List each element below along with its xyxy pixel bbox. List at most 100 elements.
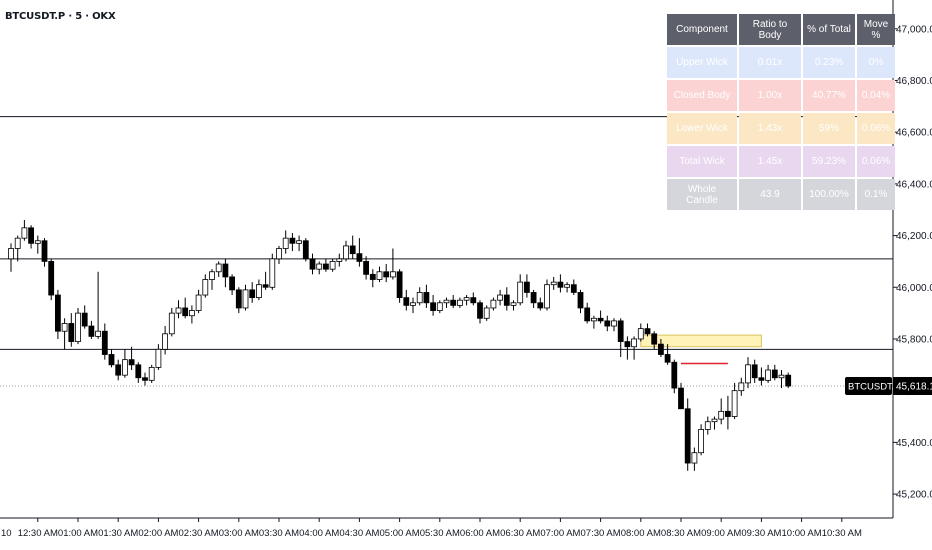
table-cell: 0.1% — [857, 179, 895, 210]
candle-body — [41, 240, 48, 262]
candle-body — [450, 299, 457, 306]
candle-body — [235, 289, 242, 309]
y-tick-label: 46,800.0 — [896, 76, 932, 87]
candle-body — [302, 240, 309, 260]
candle-body — [162, 333, 169, 350]
table-cell: Upper Wick — [667, 47, 737, 78]
candle-body — [309, 258, 316, 270]
candle-body — [61, 323, 68, 332]
candle-body — [470, 297, 477, 304]
candle-body — [168, 312, 175, 335]
candle-body — [758, 377, 765, 381]
candle-body — [664, 354, 671, 363]
candle-body — [557, 281, 564, 288]
candle-body — [591, 317, 597, 322]
x-tick-label: 02:30 AM — [179, 528, 219, 539]
table-cell: 59% — [803, 113, 855, 144]
candle-body — [369, 273, 376, 280]
candle-body — [617, 320, 624, 342]
candle-body — [658, 343, 664, 355]
candle-body — [423, 292, 430, 304]
candle-body — [376, 271, 383, 280]
table-row-closed-body: Closed Body 1.00x 40.77% 0.04% — [667, 80, 895, 111]
candle-body — [604, 320, 611, 327]
candle-body — [624, 341, 631, 348]
candle-body — [122, 359, 128, 376]
candle-body — [28, 227, 35, 244]
candle-body — [229, 276, 236, 291]
candle-body — [21, 227, 28, 239]
table-cell: 0.06% — [857, 113, 895, 144]
candle-body — [356, 253, 363, 262]
y-tick-label: 46,600.0 — [896, 128, 932, 139]
candle-body — [537, 302, 544, 309]
candle-body — [95, 330, 101, 337]
candle-body — [436, 302, 443, 311]
candle-body — [711, 418, 718, 423]
price-tag-symbol: BTCUSDT.P — [848, 381, 901, 392]
candle-body — [503, 294, 510, 306]
x-tick-label: 10:30 AM — [822, 528, 862, 539]
candle-body — [75, 312, 81, 342]
candle-body — [483, 307, 490, 319]
x-tick-label: 08:00 AM — [621, 528, 661, 539]
table-cell: Whole Candle — [667, 179, 737, 210]
table-cell: 0.06% — [857, 146, 895, 177]
x-tick-label: 04:00 AM — [299, 528, 339, 539]
candle-body — [142, 377, 148, 381]
candle-body — [8, 248, 14, 260]
candle-body — [316, 263, 323, 270]
header-percent-of-total: % of Total — [803, 14, 855, 45]
candle-body — [262, 284, 269, 288]
table-cell: 0.23% — [803, 47, 855, 78]
header-ratio-to-body: Ratio to Body — [739, 14, 801, 45]
table-cell: 40.77% — [803, 80, 855, 111]
candle-body — [68, 323, 75, 342]
candle-body — [222, 263, 229, 278]
candle-body — [209, 271, 215, 280]
candle-body — [389, 271, 396, 278]
x-tick-label: 09:00 AM — [701, 528, 741, 539]
candle-body — [88, 325, 95, 337]
table-header-row: Component Ratio to Body % of Total Move … — [667, 14, 895, 45]
candle-body — [463, 297, 470, 301]
candle-body — [329, 261, 336, 270]
candle-body — [396, 271, 403, 299]
header-move-percent: Move % — [857, 14, 895, 45]
candle-body — [416, 292, 423, 304]
candle-body — [477, 302, 483, 319]
table-cell: 0% — [857, 47, 895, 78]
x-tick-label: 07:00 AM — [540, 528, 580, 539]
table-cell: 43.9 — [739, 179, 801, 210]
candle-stats-table: Component Ratio to Body % of Total Move … — [665, 12, 897, 212]
candle-body — [577, 292, 584, 309]
candle-body — [81, 312, 88, 327]
candle-body — [725, 410, 731, 417]
candle-body — [269, 258, 276, 288]
candle-body — [215, 263, 222, 273]
y-tick-label: 46,000.0 — [896, 283, 932, 294]
candle-body — [363, 261, 370, 275]
candle-body — [282, 237, 289, 249]
x-tick-label: 01:00 AM — [58, 528, 98, 539]
candle-body — [296, 240, 303, 244]
candle-body — [718, 410, 725, 420]
x-tick-label: 12:30 AM — [18, 528, 58, 539]
y-tick-label: 47,000.0 — [896, 24, 932, 35]
candle-body — [403, 297, 410, 306]
candle-body — [14, 237, 21, 249]
table-cell: Lower Wick — [667, 113, 737, 144]
candle-body — [108, 354, 115, 366]
candle-body — [343, 245, 349, 260]
candle-body — [430, 302, 437, 311]
candle-body — [115, 364, 122, 376]
candle-body — [410, 302, 416, 306]
y-tick-label: 45,200.0 — [896, 490, 932, 501]
candle-body — [255, 284, 262, 299]
candle-body — [597, 317, 604, 322]
candle-body — [517, 281, 524, 304]
candle-body — [34, 240, 41, 244]
table-cell: 0.01x — [739, 47, 801, 78]
